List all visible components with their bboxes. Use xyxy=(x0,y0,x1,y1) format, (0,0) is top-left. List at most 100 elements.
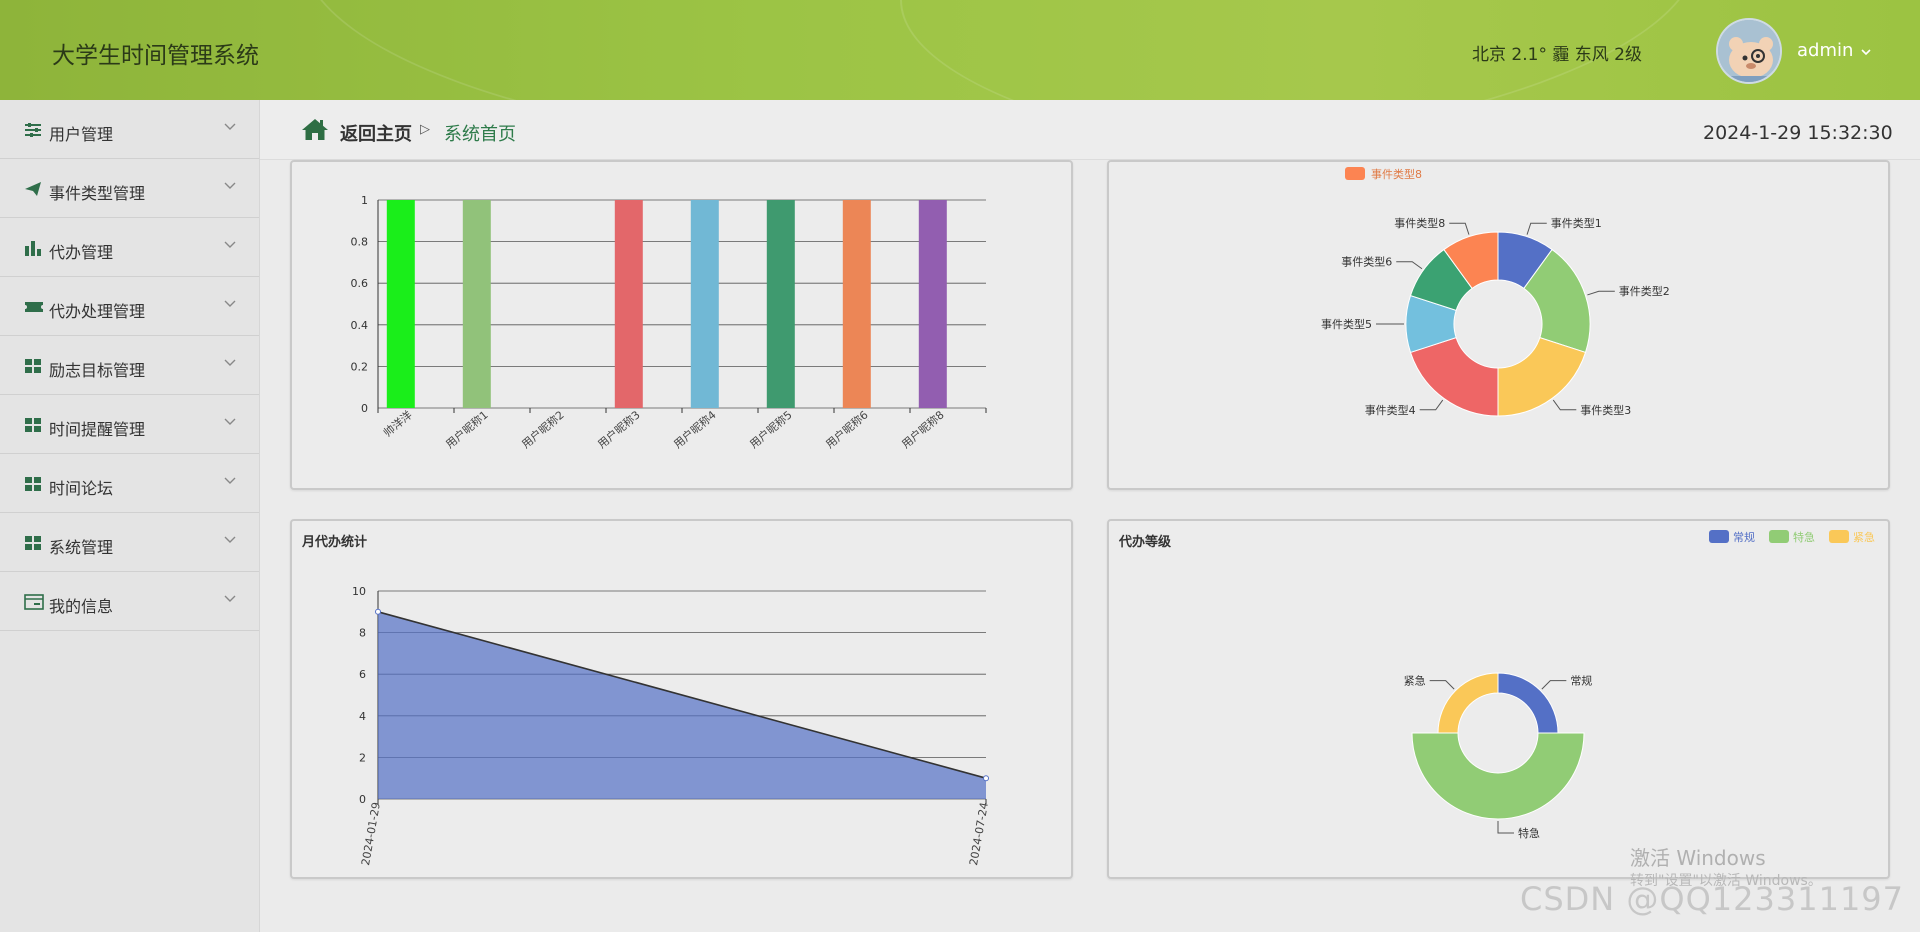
label-leader-line xyxy=(1396,261,1423,270)
sidebar-item[interactable]: 时间论坛 xyxy=(0,454,259,513)
y-tick-label: 8 xyxy=(359,627,366,640)
legend-swatch xyxy=(1829,530,1849,543)
breadcrumb-home-link[interactable]: 返回主页 xyxy=(340,124,412,145)
x-tick-label: 用户昵称2 xyxy=(519,408,567,452)
monthly-todo-area-chart: 0 2 4 6 8 10 2024-01-29 2024-07-24 xyxy=(352,585,991,866)
sidebar-item[interactable]: 代办管理 xyxy=(0,218,259,277)
avatar[interactable] xyxy=(1716,18,1782,84)
y-tick-label: 6 xyxy=(359,668,366,681)
avatar-image-icon xyxy=(1718,20,1780,82)
sidebar-item[interactable]: 励志目标管理 xyxy=(0,336,259,395)
chevron-down-icon[interactable] xyxy=(224,474,236,486)
chevron-down-icon[interactable] xyxy=(224,415,236,427)
csdn-watermark: CSDN @QQ123311197 xyxy=(1520,880,1905,918)
slice-label: 常规 xyxy=(1570,674,1592,688)
chevron-down-icon[interactable] xyxy=(224,592,236,604)
user-bar-chart-panel: 0 0.2 0.4 0.6 0.8 1 帅洋洋 用户昵称1 用户昵称2 用户昵称3 用户昵称4 用户昵… xyxy=(290,160,1073,490)
bar xyxy=(614,200,643,408)
sidebar-item[interactable]: 代办处理管理 xyxy=(0,277,259,336)
user-menu[interactable]: admin xyxy=(1797,40,1854,61)
x-tick-label: 2024-07-24 xyxy=(967,801,991,866)
weather-info: 北京 2.1° 霾 东风 2级 xyxy=(1472,45,1642,65)
y-tick-label: 2 xyxy=(359,751,366,764)
label-leader-line xyxy=(1497,821,1514,834)
sliders-icon xyxy=(24,122,42,138)
chevron-down-icon[interactable] xyxy=(224,297,236,309)
chevron-down-icon[interactable] xyxy=(224,356,236,368)
sidebar-item-label: 系统管理 xyxy=(49,538,114,557)
chevron-down-icon[interactable] xyxy=(224,533,236,545)
series-line xyxy=(377,611,987,779)
sidebar-item[interactable]: 系统管理 xyxy=(0,513,259,572)
event-type-pie-panel: 事件类型8 事件类型1 事件类型2 事件类型3 事件类型4 事件类型5 事件类型6 事件类型8 xyxy=(1107,160,1890,490)
slice-label: 事件类型6 xyxy=(1341,255,1392,269)
pie-slice xyxy=(1437,672,1499,734)
bar xyxy=(766,200,795,408)
slice-label: 事件类型1 xyxy=(1551,216,1602,230)
y-tick-label: 4 xyxy=(359,710,366,723)
legend-swatch xyxy=(1709,530,1729,543)
y-tick-label: 0.2 xyxy=(351,360,369,373)
chevron-down-icon[interactable] xyxy=(224,120,236,132)
x-tick-label: 用户昵称4 xyxy=(671,408,719,452)
label-leader-line xyxy=(1429,680,1455,690)
event-type-pie-chart: 事件类型8 事件类型1 事件类型2 事件类型3 事件类型4 事件类型5 事件类型6 事件类型8 xyxy=(1321,167,1670,417)
ticket-icon xyxy=(24,299,43,315)
chart-title: 月代办统计 xyxy=(302,535,368,550)
sidebar-item-label: 用户管理 xyxy=(49,125,114,144)
pie-slice xyxy=(1497,336,1587,417)
current-datetime: 2024-1-29 15:32:30 xyxy=(1703,122,1893,144)
slice-label: 特急 xyxy=(1518,826,1540,840)
sidebar-item-label: 时间提醒管理 xyxy=(49,420,146,439)
windows-activate-text: 激活 Windows xyxy=(1630,846,1766,870)
slice-label: 事件类型8 xyxy=(1394,216,1445,230)
y-tick-label: 0.8 xyxy=(351,236,369,249)
chevron-down-icon[interactable] xyxy=(224,238,236,250)
x-tick-label: 用户昵称8 xyxy=(899,408,947,452)
home-icon[interactable] xyxy=(301,117,329,141)
user-bar-chart: 0 0.2 0.4 0.6 0.8 1 帅洋洋 用户昵称1 用户昵称2 用户昵称3 用户昵称4 用户昵… xyxy=(351,194,987,452)
sidebar-item-label: 励志目标管理 xyxy=(49,361,146,380)
todo-level-panel: 代办等级 常规 特急 紧急 常规 特急 紧急 xyxy=(1107,519,1890,879)
app-title: 大学生时间管理系统 xyxy=(52,43,259,69)
label-leader-line xyxy=(1526,222,1547,235)
x-tick-label: 用户昵称3 xyxy=(595,408,643,452)
area-fill xyxy=(378,611,986,799)
data-point xyxy=(983,775,989,782)
windows-activate-hint: 转到"设置"以激活 Windows。 xyxy=(1630,873,1822,889)
pie-slice xyxy=(1443,231,1499,290)
label-leader-line xyxy=(1449,222,1470,235)
top-header: 大学生时间管理系统 北京 2.1° 霾 东风 2级 admin xyxy=(0,0,1920,100)
slice-label: 事件类型4 xyxy=(1365,403,1416,417)
label-leader-line xyxy=(1541,680,1567,690)
label-leader-line xyxy=(1552,399,1577,411)
slice-label: 事件类型3 xyxy=(1580,403,1631,417)
bar xyxy=(918,200,947,408)
sidebar-item[interactable]: 用户管理 xyxy=(0,100,259,159)
x-tick-label: 用户昵称6 xyxy=(823,408,871,452)
sidebar-item-label: 代办处理管理 xyxy=(49,302,146,321)
x-tick-label: 用户昵称5 xyxy=(747,408,795,452)
slice-label: 事件类型5 xyxy=(1321,317,1372,331)
card-icon xyxy=(24,594,44,610)
slice-label: 紧急 xyxy=(1404,674,1426,688)
sidebar-item[interactable]: 我的信息 xyxy=(0,572,259,631)
sidebar-item[interactable]: 事件类型管理 xyxy=(0,159,259,218)
x-tick-label: 帅洋洋 xyxy=(380,408,414,440)
grid-icon xyxy=(24,535,42,551)
chevron-down-icon[interactable] xyxy=(1860,46,1872,58)
grid-icon xyxy=(24,358,42,374)
chevron-down-icon[interactable] xyxy=(224,179,236,191)
breadcrumb: 返回主页 ▷ 系统首页 2024-1-29 15:32:30 xyxy=(260,100,1920,160)
grid-icon xyxy=(24,417,42,433)
legend-swatch xyxy=(1345,167,1365,180)
pie-slice xyxy=(1409,336,1499,417)
y-tick-label: 0 xyxy=(359,793,366,806)
y-tick-label: 10 xyxy=(352,585,366,598)
legend-swatch xyxy=(1769,530,1789,543)
sidebar-item[interactable]: 时间提醒管理 xyxy=(0,395,259,454)
bar xyxy=(842,200,871,408)
sidebar-item-label: 事件类型管理 xyxy=(49,184,146,203)
legend-label: 常规 xyxy=(1733,530,1755,544)
